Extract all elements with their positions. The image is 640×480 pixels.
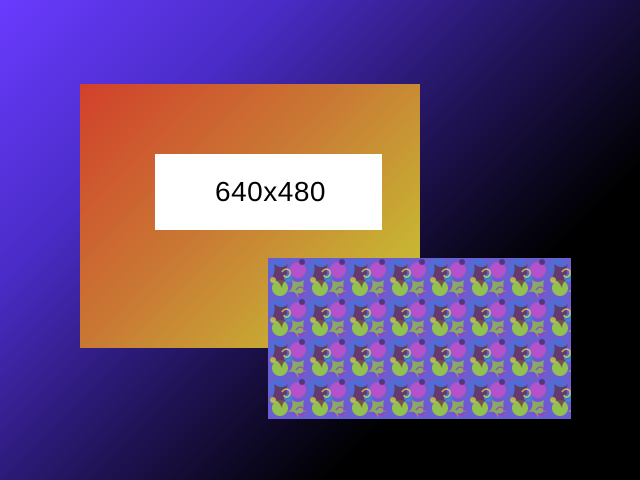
- psychedelic-pattern-panel: [268, 258, 571, 419]
- tiled-pattern-image: [268, 258, 571, 419]
- dimension-label-box: 640x480: [155, 154, 382, 230]
- dimension-label: 640x480: [215, 176, 326, 207]
